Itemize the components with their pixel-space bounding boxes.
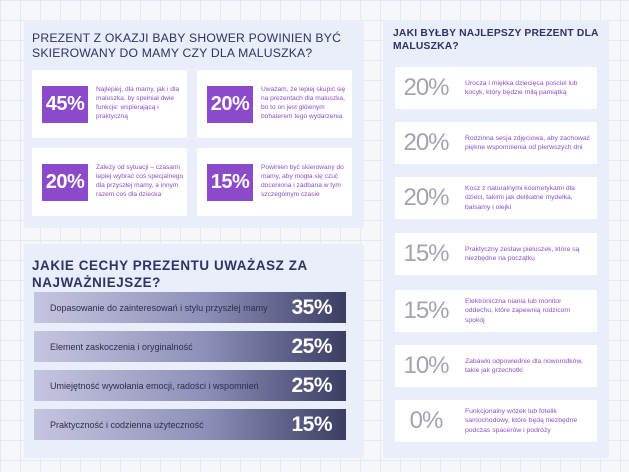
opinion-text: Uważam, że lepiej skupić się na prezenta…	[261, 86, 346, 120]
gift-text: Zabawki odpowiednie dla noworodków, taki…	[465, 357, 583, 374]
best-gift-title: Jaki byłby najlepszy prezent dla maluszk…	[393, 28, 599, 52]
feature-percent: 35%	[291, 295, 332, 319]
opinion-percent: 45%	[42, 85, 88, 123]
opinion-percent: 20%	[42, 163, 88, 201]
gift-item: 10% Zabawki odpowiednie dla noworodków, …	[395, 345, 597, 387]
gift-features-panel: Jakie cechy prezentu uważasz za najważni…	[24, 244, 364, 458]
feature-label: Dopasowanie do zainteresowań i stylu prz…	[50, 302, 268, 313]
opinion-text: Zależy od sytuacji – czasami lepiej wybr…	[96, 164, 184, 198]
opinion-text: Najlepiej, dla mamy, jak i dla maluszka,…	[96, 86, 180, 120]
gift-item: 20% Urocza i miękka dziecięca pościel lu…	[395, 67, 597, 109]
feature-bar: Umiejętność wywołania emocji, radości i …	[34, 370, 346, 401]
gift-text: Urocza i miękka dziecięca pościel lub ko…	[465, 79, 578, 96]
gift-percent: 20%	[403, 129, 449, 156]
gift-percent: 15%	[403, 240, 449, 267]
gift-features-title: Jakie cechy prezentu uważasz za najważni…	[32, 258, 308, 290]
feature-label: Umiejętność wywołania emocji, radości i …	[50, 380, 259, 391]
gift-percent: 10%	[403, 352, 449, 379]
gift-item: 15% Praktyczny zestaw pieluszek, które s…	[395, 233, 597, 275]
opinion-card: 20% Uważam, że lepiej skupić się na prez…	[197, 70, 352, 138]
gift-item: 15% Elektroniczna niania lub monitor odd…	[395, 290, 597, 332]
gift-percent: 15%	[403, 297, 449, 324]
gift-text: Elektroniczna niania lub monitor oddechu…	[465, 298, 571, 324]
gift-percent: 20%	[403, 184, 449, 211]
opinion-card: 20% Zależy od sytuacji – czasami lepiej …	[32, 148, 187, 216]
opinion-card: 45% Najlepiej, dla mamy, jak i dla malus…	[32, 70, 187, 138]
gift-item: 20% Rodzinna sesja zdjęciowa, aby zachow…	[395, 122, 597, 164]
gift-percent: 0%	[409, 407, 444, 434]
feature-bar: Praktyczność i codzienna użyteczność 15%	[34, 409, 346, 440]
best-gift-panel: Jaki byłby najlepszy prezent dla maluszk…	[383, 20, 609, 458]
gift-percent: 20%	[403, 74, 449, 101]
gift-text: Praktyczny zestaw pieluszek, które są ni…	[465, 245, 580, 262]
feature-bar: Dopasowanie do zainteresowań i stylu prz…	[34, 292, 346, 323]
feature-percent: 15%	[291, 412, 332, 436]
gift-text: Funkcjonalny wózek lub fotelik samochodo…	[465, 408, 578, 434]
opinion-percent: 20%	[207, 85, 253, 123]
feature-label: Element zaskoczenia i oryginalność	[50, 341, 193, 352]
gift-text: Rodzinna sesja zdjęciowa, aby zachować p…	[465, 134, 591, 151]
opinion-text: Powinien być skierowany do mamy, aby mog…	[261, 164, 344, 198]
feature-label: Praktyczność i codzienna użyteczność	[50, 419, 204, 430]
gift-text: Kosz z naturalnymi kosmetykami dla dziec…	[465, 185, 575, 211]
recipient-question-panel: Prezent z okazji baby shower powinien by…	[24, 20, 364, 228]
opinion-card: 15% Powinien być skierowany do mamy, aby…	[197, 148, 352, 216]
feature-bar: Element zaskoczenia i oryginalność 25%	[34, 331, 346, 362]
gift-item: 20% Kosz z naturalnymi kosmetykami dla d…	[395, 177, 597, 219]
feature-percent: 25%	[291, 373, 332, 397]
gift-item: 0% Funkcjonalny wózek lub fotelik samoch…	[395, 400, 597, 442]
feature-percent: 25%	[291, 334, 332, 358]
recipient-question-title: Prezent z okazji baby shower powinien by…	[32, 31, 342, 61]
opinion-percent: 15%	[207, 163, 253, 201]
